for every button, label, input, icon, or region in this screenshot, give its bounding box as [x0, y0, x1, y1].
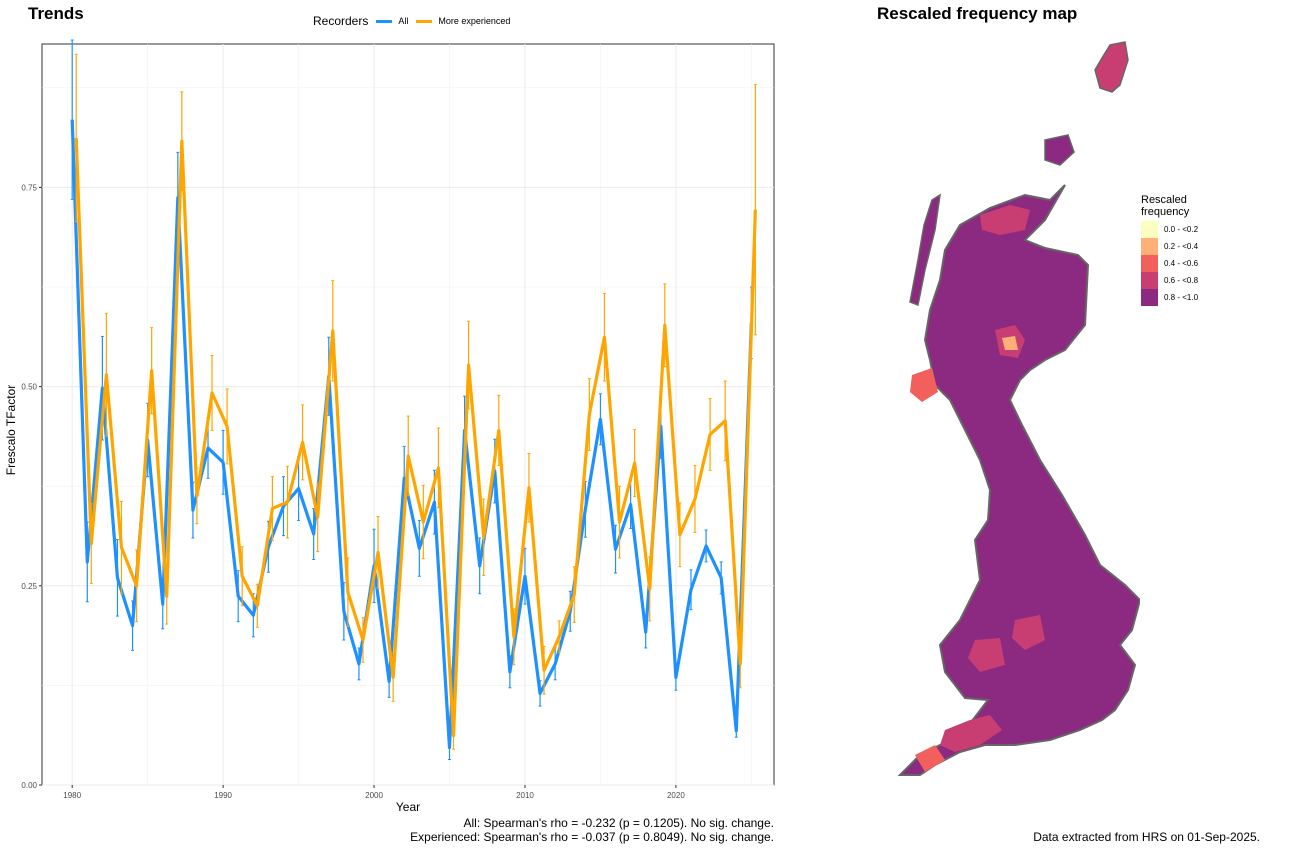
- legend-label-experienced: More experienced: [438, 16, 511, 26]
- map-legend-row: 0.4 - <0.6: [1141, 255, 1198, 272]
- x-axis-ticks: 1980 1990 2000 2010 2020: [63, 785, 685, 800]
- map-patch-southwest: [940, 715, 1002, 752]
- map-legend-swatch: [1141, 221, 1158, 238]
- legend-key-all: [376, 19, 393, 23]
- series-line: [70, 119, 753, 750]
- map-legend-label: 0.2 - <0.4: [1164, 242, 1199, 251]
- map-legend-label: 0.8 - <1.0: [1164, 293, 1199, 302]
- x-tick-label: 2020: [667, 791, 685, 800]
- x-tick-label: 2000: [365, 791, 383, 800]
- frequency-map: [897, 41, 1140, 776]
- plot-panel: [41, 43, 775, 786]
- y-tick-label: 0.50: [21, 383, 37, 392]
- map-region-shetland: [1094, 41, 1129, 93]
- series-all: [70, 39, 753, 761]
- trends-title: Trends: [28, 4, 84, 23]
- x-tick-label: 2010: [516, 791, 534, 800]
- legend-label-all: All: [398, 16, 409, 26]
- map-region-orkney: [1044, 134, 1075, 166]
- y-axis-title: Frescalo TFactor: [4, 385, 18, 475]
- map-legend-title: Rescaled frequency: [1141, 194, 1198, 218]
- map-legend-label: 0.6 - <0.8: [1164, 276, 1199, 285]
- map-patch-midlands: [1012, 615, 1045, 650]
- y-tick-label: 0.25: [21, 582, 37, 591]
- map-region-hebrides: [909, 193, 941, 307]
- legend-key-experienced: [416, 19, 433, 23]
- map-title: Rescaled frequency map: [877, 4, 1078, 23]
- map-legend-swatch: [1141, 255, 1158, 272]
- map-legend-title-line1: Rescaled: [1141, 194, 1187, 206]
- map-legend-row: 0.0 - <0.2: [1141, 221, 1198, 238]
- map-patch-cornwall: [915, 745, 945, 772]
- map-patch-highlands-light: [1002, 336, 1018, 350]
- data-source-caption: Data extracted from HRS on 01-Sep-2025.: [1033, 830, 1260, 844]
- map-patch-north-coast: [980, 205, 1030, 235]
- legend-title: Recorders: [313, 14, 369, 28]
- map-legend: Rescaled frequency 0.0 - <0.2 0.2 - <0.4…: [1141, 194, 1198, 306]
- y-axis-ticks: 0.00 0.25 0.50 0.75: [21, 183, 42, 790]
- trend-chart: 1980 1990 2000 2010 2020 0.00 0.25 0.50 0.75 Ye…: [4, 39, 775, 814]
- chart-legend: Recorders All More experienced: [313, 12, 510, 30]
- series-layer: [70, 39, 757, 761]
- map-legend-row: 0.6 - <0.8: [1141, 272, 1198, 289]
- series-experienced: [74, 53, 757, 750]
- map-legend-label: 0.4 - <0.6: [1164, 259, 1199, 268]
- map-legend-title-line2: frequency: [1141, 206, 1190, 218]
- spearman-all-text: All: Spearman's rho = -0.232 (p = 0.1205…: [463, 816, 774, 830]
- y-tick-label: 0.00: [21, 781, 37, 790]
- map-legend-label: 0.0 - <0.2: [1164, 225, 1199, 234]
- x-tick-label: 1980: [63, 791, 81, 800]
- map-legend-row: 0.8 - <1.0: [1141, 289, 1198, 306]
- map-legend-swatch: [1141, 289, 1158, 306]
- map-patch-west-coast: [910, 368, 938, 402]
- series-line: [74, 137, 757, 738]
- spearman-experienced-text: Experienced: Spearman's rho = -0.037 (p …: [410, 830, 774, 844]
- x-tick-label: 1990: [214, 791, 232, 800]
- map-region-mainland: [897, 184, 1140, 776]
- map-legend-swatch: [1141, 238, 1158, 255]
- x-axis-title: Year: [396, 800, 420, 814]
- map-patch-wales: [968, 638, 1005, 672]
- map-legend-row: 0.2 - <0.4: [1141, 238, 1198, 255]
- map-legend-swatch: [1141, 272, 1158, 289]
- y-tick-label: 0.75: [21, 183, 37, 192]
